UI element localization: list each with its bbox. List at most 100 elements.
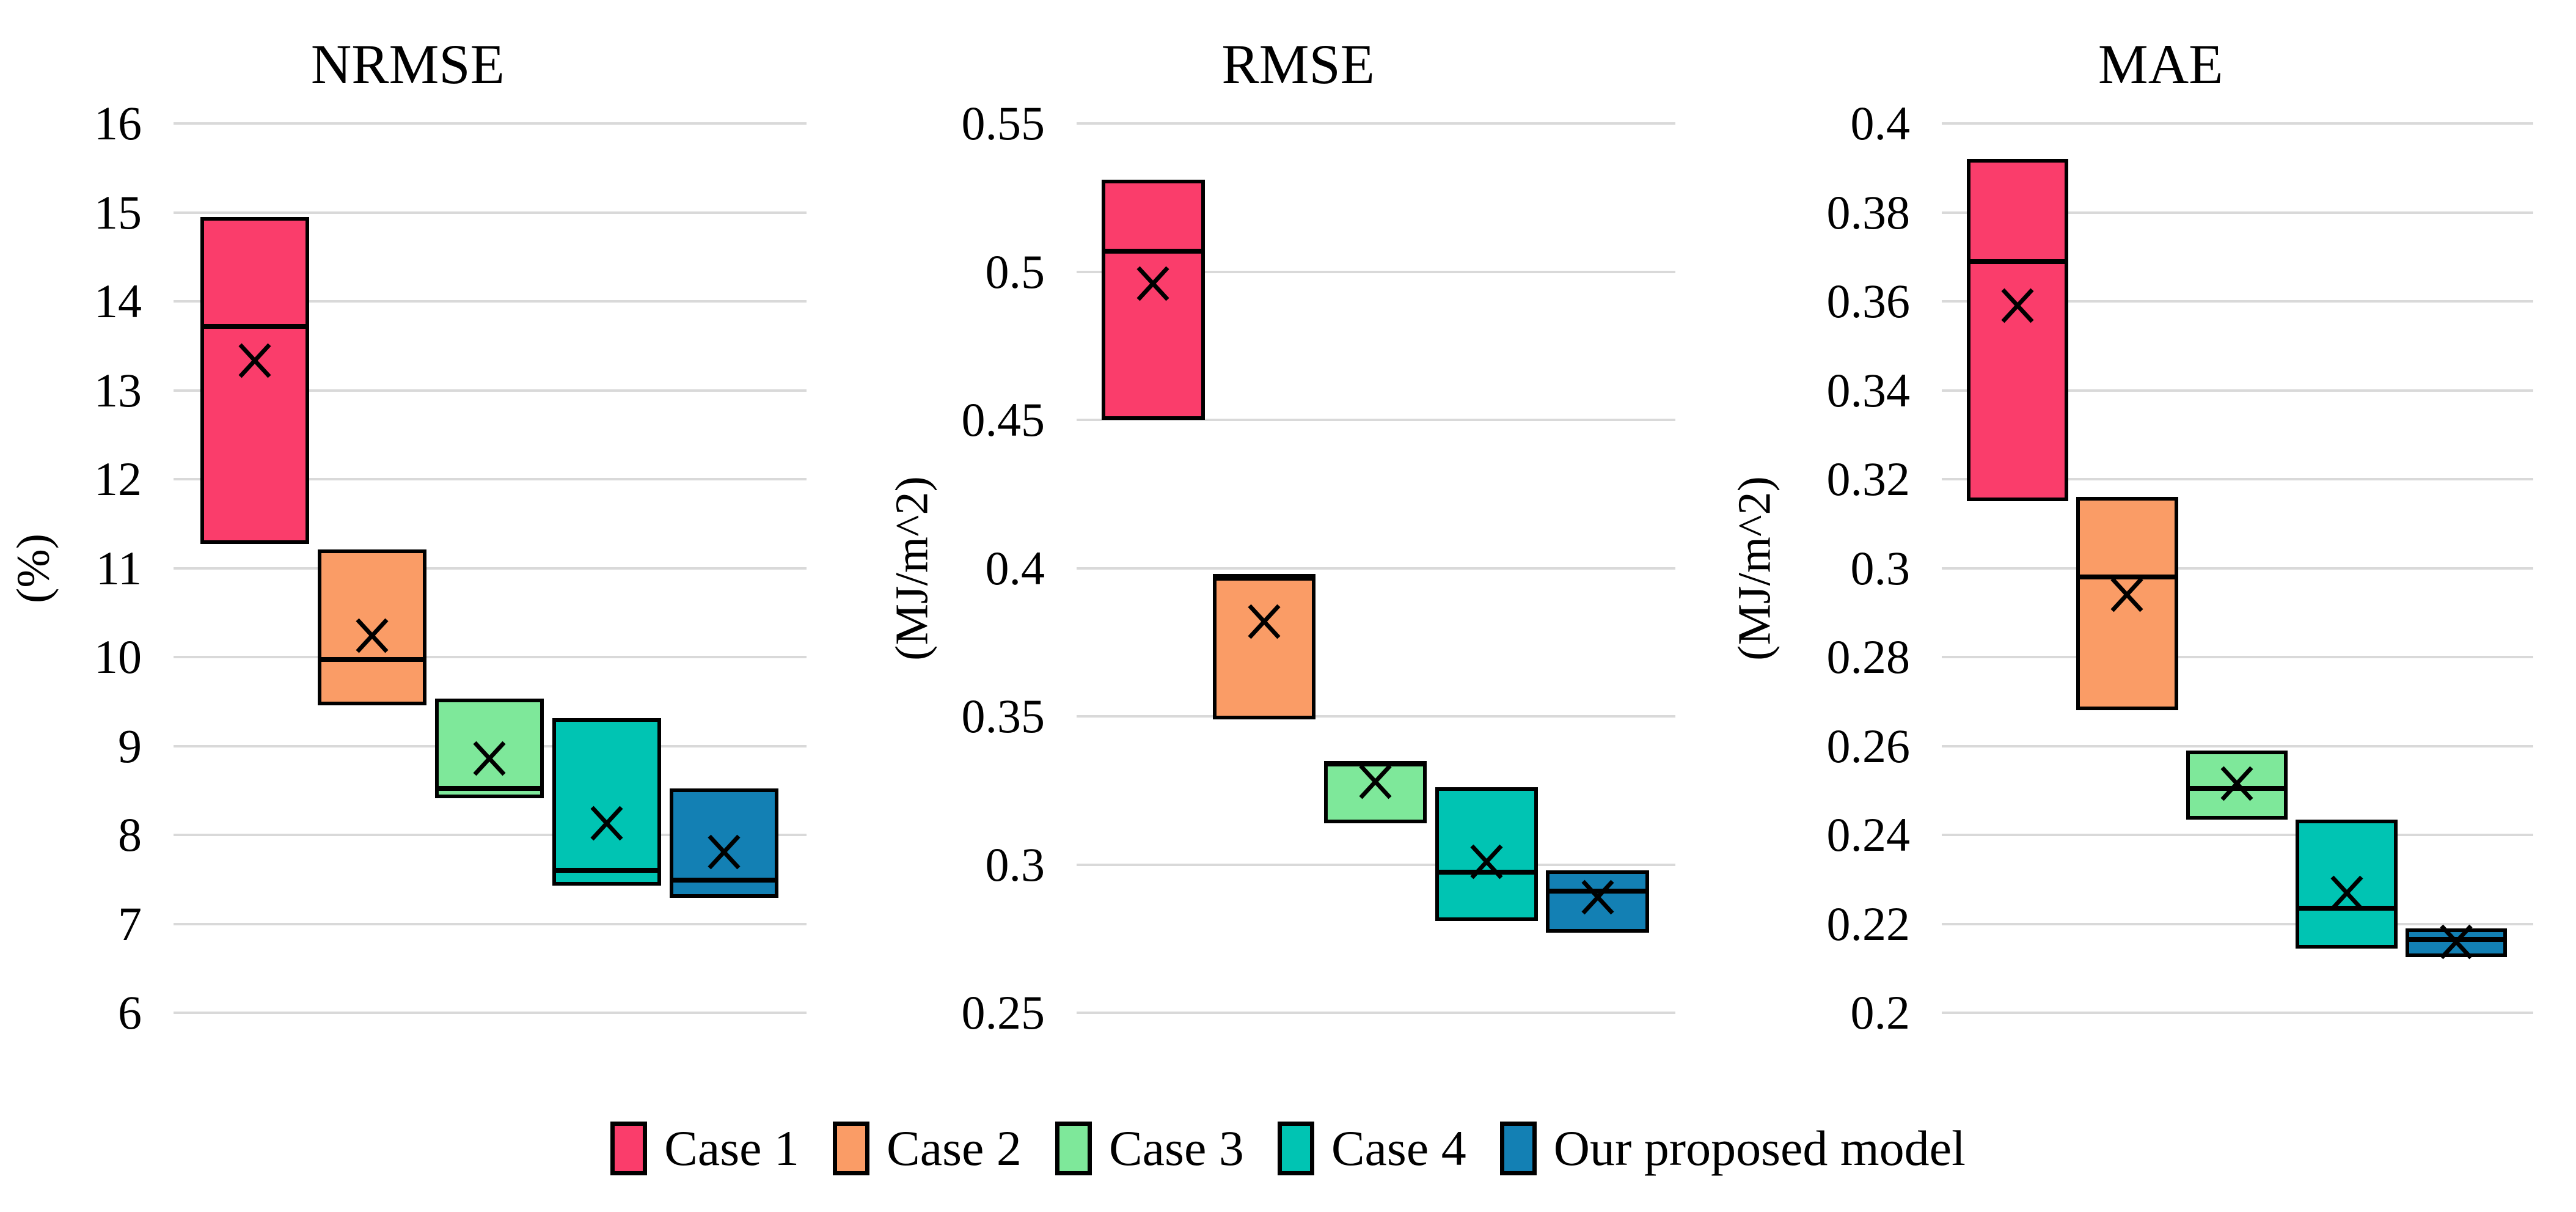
y-tick-label: 14 [94,274,142,328]
legend-swatch [1055,1122,1092,1175]
box-case-1 [1102,180,1205,420]
legend-label: Case 2 [887,1120,1022,1176]
y-tick-label: 9 [118,719,142,773]
box-case-4 [1435,787,1539,921]
y-tick-label: 0.38 [1826,185,1911,239]
box-case-2 [1212,574,1316,719]
median-line [2296,906,2398,911]
legend-label: Case 1 [664,1120,800,1176]
median-line [1546,889,1649,894]
gridline [174,922,807,925]
y-tick-label: 0.45 [961,393,1045,446]
gridline [1942,922,2533,925]
legend-swatch [1277,1122,1314,1175]
legend-item-our-proposed-model: Our proposed model [1499,1120,1966,1177]
y-tick-label: 0.55 [961,97,1045,150]
y-tick-label: 0.4 [985,541,1045,595]
gridline [1942,478,2533,480]
y-tick-label: 0.28 [1826,630,1911,683]
y-tick-label: 0.36 [1826,274,1911,328]
box-case-4 [552,718,662,886]
median-line [2186,785,2288,791]
gridline [174,478,807,480]
mean-x-marker [2109,576,2145,614]
legend-item-case-2: Case 2 [833,1120,1022,1177]
y-tick-label: 0.2 [1850,986,1911,1039]
gridline [174,300,807,303]
legend-swatch [833,1122,870,1175]
gridline [1942,122,2533,125]
box-our-proposed-model [1546,870,1649,933]
mean-x-marker [1468,843,1505,881]
mean-x-marker [588,804,625,842]
box-case-2 [317,549,426,705]
box-case-2 [2076,497,2178,711]
median-line [1435,869,1539,875]
legend-swatch [610,1122,648,1175]
y-tick-label: 0.24 [1826,808,1911,861]
median-line [1212,576,1316,581]
chart-mae: MAE (MJ/m^2) 0.4 0.38 0.36 0.34 0.32 0.3 0.28 0… [1729,33,2533,1039]
gridline [1942,656,2533,658]
mean-x-marker [1246,603,1283,641]
gridline [174,656,807,658]
chart-rmse: RMSE (MJ/m^2) 0.55 0.5 0.45 0.4 0.35 0.3 0.25 [887,33,1675,1039]
legend-item-case-3: Case 3 [1055,1120,1244,1177]
y-tick-label: 0.32 [1826,452,1911,505]
median-line [1966,259,2069,264]
median-line [552,868,662,873]
y-tick-label: 0.5 [985,244,1045,298]
gridline [1077,419,1675,421]
box-case-3 [434,699,544,799]
legend-swatch [1499,1122,1537,1175]
median-line [1102,248,1205,254]
gridline [1942,744,2533,747]
y-tick-label: 0.26 [1826,719,1911,773]
y-tick-label: 10 [94,630,142,683]
median-line [317,657,426,663]
chart-title-mae: MAE [2098,33,2223,95]
gridline [1942,834,2533,836]
y-tick-label: 16 [94,97,142,150]
gridline [174,122,807,125]
y-tick-label: 8 [118,808,142,861]
legend-item-case-1: Case 1 [610,1120,799,1177]
mean-x-marker [1579,878,1616,916]
y-tick-label: 7 [118,897,142,950]
mean-x-marker [1999,287,2036,325]
y-tick-label: 0.4 [1850,97,1911,150]
gridline [1942,1012,2533,1014]
mean-x-marker [2438,923,2475,961]
median-line [434,786,544,791]
legend-item-case-4: Case 4 [1277,1120,1466,1177]
mean-x-marker [236,342,273,380]
mean-x-marker [354,617,390,655]
median-line [2076,575,2178,580]
y-tick-label: 0.34 [1826,363,1911,417]
mean-x-marker [1357,763,1394,801]
gridline [174,211,807,214]
gridline [1942,567,2533,570]
mean-x-marker [2329,874,2365,912]
gridline [1077,567,1675,570]
y-tick-label: 0.22 [1826,897,1911,950]
y-tick-label: 15 [94,185,142,239]
gridline [1077,122,1675,125]
gridline [174,567,807,570]
gridline [1942,211,2533,214]
y-tick-label: 12 [94,452,142,505]
gridline [174,1012,807,1014]
y-tick-label: 13 [94,363,142,417]
legend-label: Case 3 [1108,1120,1244,1176]
y-tick-label: 11 [95,541,142,595]
median-line [200,323,309,329]
y-tick-label: 6 [118,986,142,1039]
y-tick-label: 0.3 [1850,541,1911,595]
gridline [1077,270,1675,273]
legend-label: Our proposed model [1553,1120,1966,1176]
median-line [1323,761,1427,766]
gridline [1077,863,1675,866]
legend: Case 1 Case 2 Case 3 Case 4 Our proposed mod… [0,1120,2576,1177]
mean-x-marker [1135,265,1171,303]
